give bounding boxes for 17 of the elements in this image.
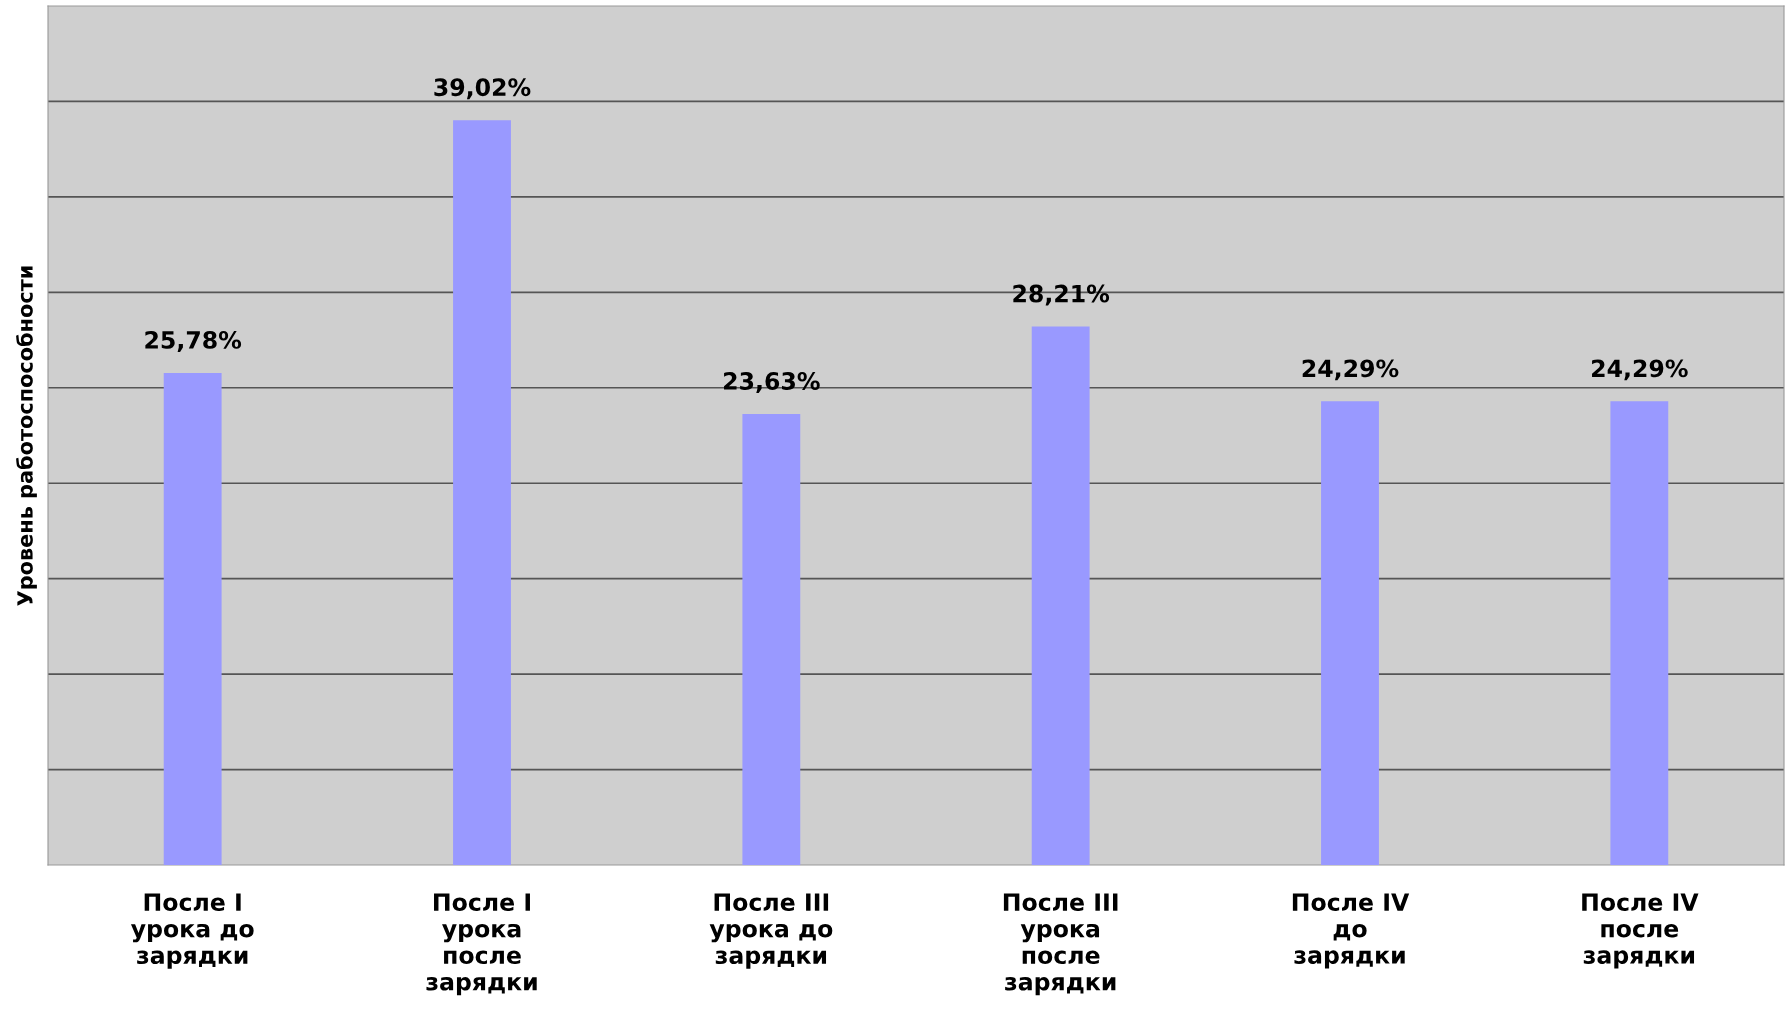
bar (1321, 401, 1379, 865)
bar (163, 372, 222, 865)
x-tick-label: После IV до зарядки (1292, 893, 1410, 969)
x-tick-label: После III урока после зарядки (1003, 893, 1118, 996)
bar (1031, 326, 1090, 865)
x-tick-label: После IV после зарядки (1582, 893, 1699, 969)
x-tick-label: После III урока до зарядки (709, 893, 833, 969)
data-label: 25,78% (145, 331, 242, 352)
data-label: 39,02% (434, 78, 531, 100)
x-tick-label: После I урока после зарядки (426, 893, 537, 996)
y-axis-title: Уровень работоспособности (16, 266, 37, 606)
bar (1610, 401, 1669, 865)
data-label: 24,29% (1592, 359, 1688, 381)
bar (453, 120, 511, 865)
x-tick-label: После I урока до зарядки (130, 893, 254, 969)
bar (742, 413, 801, 865)
data-label: 24,29% (1302, 359, 1399, 381)
